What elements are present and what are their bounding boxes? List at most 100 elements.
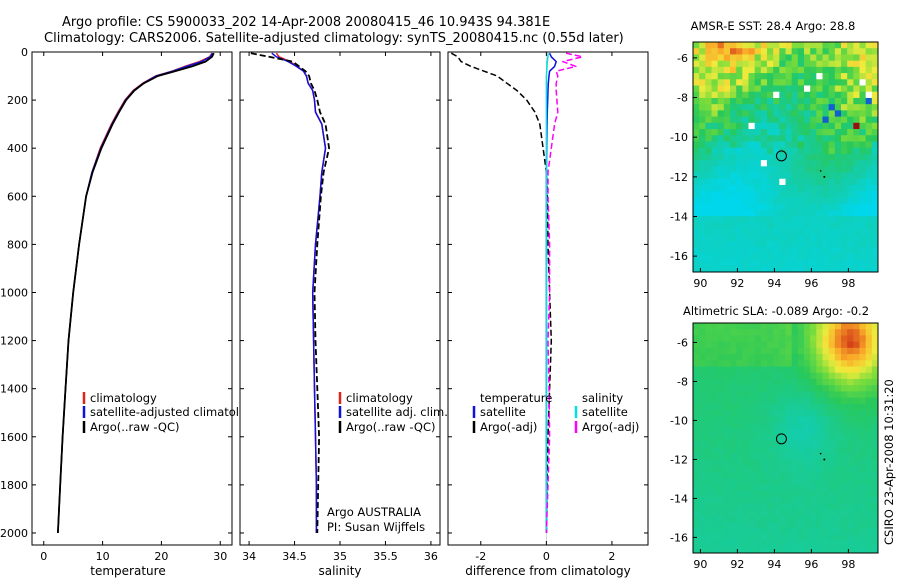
heatmap-cell: [693, 91, 700, 99]
heatmap-cell: [736, 397, 743, 405]
heatmap-cell: [853, 129, 860, 136]
heatmap-cell: [693, 253, 700, 260]
heatmap-cell: [841, 129, 848, 136]
heatmap-cell: [791, 323, 799, 330]
heatmap-cell: [871, 141, 879, 149]
heatmap-cell: [791, 372, 799, 380]
heatmap-cell: [693, 48, 700, 55]
heatmap-cell: [736, 79, 743, 86]
heatmap-cell: [871, 110, 879, 117]
heatmap-cell: [730, 521, 737, 529]
heatmap-cell: [791, 135, 799, 142]
heatmap-cell: [730, 447, 737, 454]
heatmap-cell: [748, 191, 756, 198]
salinity-axes-frame: [239, 51, 441, 546]
heatmap-cell: [871, 116, 879, 124]
heatmap-cell: [865, 490, 873, 498]
heatmap-cell: [871, 465, 879, 473]
heatmap-cell: [797, 472, 805, 479]
heatmap-cell: [791, 48, 799, 55]
heatmap-cell: [742, 484, 749, 492]
heatmap-cell: [841, 385, 848, 392]
heatmap-cell: [791, 534, 799, 541]
heatmap-cell: [699, 372, 706, 380]
trajectory-dot: [823, 175, 826, 178]
heatmap-cell: [865, 323, 873, 330]
heatmap-cell: [841, 391, 848, 398]
heatmap-cell: [859, 534, 867, 541]
heatmap-cell: [828, 228, 836, 236]
heatmap-cell: [859, 116, 867, 124]
heatmap-cell: [816, 79, 823, 86]
heatmap-cell: [859, 265, 867, 273]
heatmap-cell: [754, 341, 762, 349]
heatmap-cell: [834, 459, 842, 467]
heatmap-cell: [871, 534, 879, 541]
heatmap-cell: [760, 472, 768, 479]
heatmap-cell: [730, 323, 737, 330]
heatmap-cell: [785, 484, 793, 492]
heatmap-cell: [847, 323, 854, 330]
heatmap-cell: [742, 366, 749, 374]
heatmap-cell: [742, 546, 749, 554]
heatmap-cell: [773, 422, 780, 430]
sla-map-ticks: 90 92 94 96 98-6-8-10-12-14-16: [670, 336, 855, 571]
heatmap-cell: [705, 378, 712, 386]
heatmap-cell: [717, 472, 725, 479]
heatmap-cell: [736, 54, 743, 62]
heatmap-cell: [767, 141, 774, 149]
heatmap-cell: [853, 66, 860, 74]
heatmap-cell: [693, 416, 700, 423]
legend-satellite-label: satellite-adjusted climatology: [90, 405, 260, 419]
heatmap-cell: [711, 422, 719, 430]
heatmap-cell: [748, 484, 756, 492]
heatmap-cell: [797, 166, 805, 173]
heatmap-cell: [693, 323, 700, 330]
heatmap-cell: [847, 347, 854, 355]
heatmap-cell: [711, 147, 719, 155]
heatmap-cell: [736, 465, 743, 473]
heatmap-cell: [779, 73, 786, 80]
heatmap-cell: [723, 42, 731, 49]
heatmap-cell: [742, 459, 749, 467]
heatmap-cell: [717, 447, 725, 454]
heatmap-cell: [779, 416, 786, 423]
heatmap-cell: [797, 247, 805, 254]
heatmap-cell: [841, 122, 848, 130]
heatmap-cell: [816, 428, 823, 436]
heatmap-cell: [717, 441, 725, 448]
heatmap-cell: [841, 265, 848, 273]
heatmap-cell: [871, 191, 879, 198]
heatmap-cell: [705, 203, 712, 211]
heatmap-cell: [822, 240, 830, 248]
heatmap-cell: [748, 447, 756, 454]
heatmap-cell: [841, 416, 848, 423]
heatmap-cell: [853, 265, 860, 273]
heatmap-cell: [748, 60, 756, 68]
heatmap-cell: [717, 528, 725, 535]
heatmap-cell: [785, 247, 793, 254]
y-tick-label: -16: [670, 531, 688, 544]
heatmap-cell: [760, 147, 768, 155]
heatmap-cell: [723, 534, 731, 541]
heatmap-cell: [705, 521, 712, 529]
x-tick-label: 92: [730, 277, 744, 290]
heatmap-cell: [822, 528, 830, 535]
x-tick-label: 90: [693, 558, 707, 571]
heatmap-cell: [810, 60, 817, 68]
heatmap-cell: [841, 546, 848, 554]
heatmap-cell: [779, 447, 786, 454]
heatmap-cell: [754, 135, 762, 142]
heatmap-cell: [742, 240, 749, 248]
heatmap-cell: [871, 104, 879, 111]
heatmap-cell: [754, 347, 762, 355]
heatmap-cell: [853, 323, 860, 330]
heatmap-cell: [859, 216, 867, 223]
heatmap-cell: [705, 166, 712, 173]
heatmap-cell: [797, 209, 805, 217]
heatmap-cell: [723, 478, 731, 486]
heatmap-cell: [847, 178, 854, 186]
heatmap-cell: [705, 191, 712, 198]
heatmap-cell: [730, 391, 737, 398]
y-tick-label: -6: [677, 336, 688, 349]
